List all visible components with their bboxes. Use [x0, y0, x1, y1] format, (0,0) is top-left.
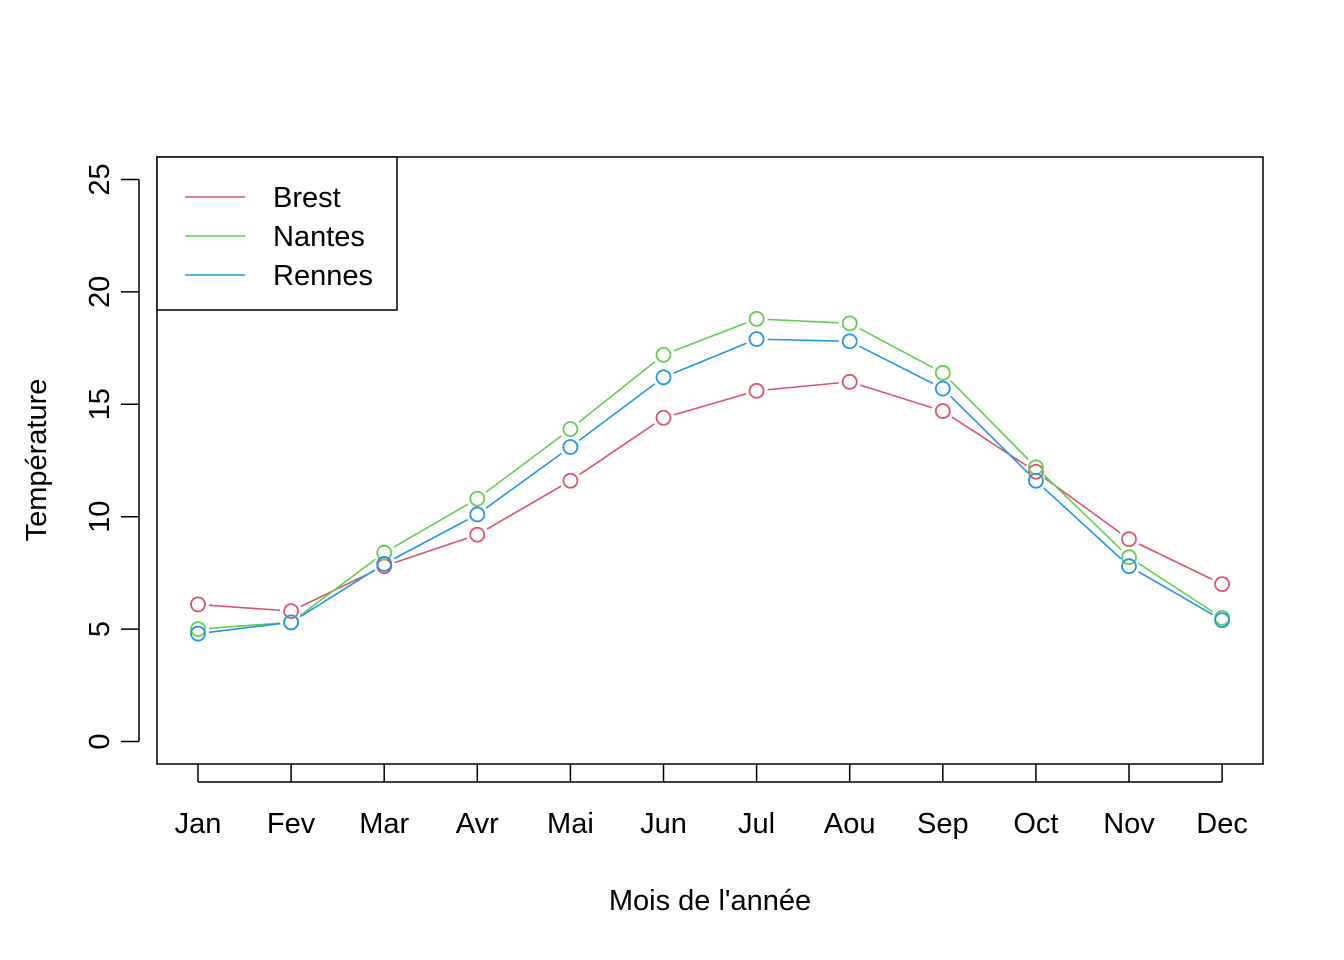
data-point — [562, 439, 579, 455]
data-point — [748, 310, 765, 327]
series-segment — [673, 342, 747, 374]
series-segment — [1043, 474, 1122, 551]
x-axis: Jan Fev Mar Avr Mai Jun Jul Aou Sep Oct Nov Dec — [175, 764, 1248, 840]
data-point — [190, 621, 206, 638]
series-segment — [486, 485, 562, 530]
data-point — [748, 331, 765, 348]
data-point — [655, 409, 672, 426]
series-segment — [485, 434, 563, 493]
x-tick-label: Fev — [267, 808, 316, 840]
data-point — [841, 315, 858, 332]
series-segment — [1137, 562, 1214, 613]
series-layer — [190, 310, 1230, 642]
data-point — [1028, 472, 1044, 489]
series-segment — [393, 503, 469, 548]
data-point — [1121, 558, 1137, 575]
y-axis: 0 5 10 15 20 25 — [84, 163, 140, 750]
y-tick-label: 10 — [84, 501, 116, 533]
x-tick-label: Jun — [640, 808, 687, 840]
x-tick-label: Oct — [1013, 808, 1058, 840]
data-point — [190, 596, 206, 613]
legend-item-nantes: Nantes — [185, 221, 365, 253]
y-tick-label: 0 — [84, 733, 116, 749]
data-point — [562, 421, 579, 437]
data-point — [190, 625, 206, 642]
series-segment — [299, 558, 376, 617]
series-segment — [299, 569, 376, 618]
data-point — [748, 382, 765, 399]
data-point — [841, 333, 858, 350]
series-segment — [673, 393, 747, 416]
series-segment — [673, 322, 747, 352]
data-point — [283, 603, 300, 620]
x-tick-label: Sep — [917, 808, 969, 840]
legend-label: Nantes — [273, 221, 365, 253]
data-point — [1214, 576, 1230, 593]
x-tick-label: Nov — [1103, 808, 1155, 840]
data-point — [934, 380, 951, 397]
y-tick-label: 5 — [84, 621, 116, 637]
y-axis-title: Température — [21, 379, 53, 542]
data-point — [934, 364, 951, 381]
series-segment — [767, 338, 839, 342]
series-rennes — [190, 331, 1230, 642]
plot-box — [156, 156, 1264, 765]
y-tick-label: 15 — [84, 388, 116, 420]
series-segment — [859, 327, 934, 369]
series-segment — [578, 361, 656, 423]
series-segment — [579, 423, 655, 476]
legend: Brest Nantes Rennes — [156, 156, 398, 311]
x-tick-label: Mar — [359, 808, 409, 840]
legend-box — [156, 156, 398, 311]
data-point — [469, 490, 486, 507]
data-point — [469, 506, 486, 523]
series-segment — [950, 395, 1029, 474]
series-segment — [300, 570, 375, 608]
series-segment — [949, 380, 1029, 460]
data-point — [841, 373, 858, 390]
data-point — [655, 369, 672, 386]
data-point — [1214, 612, 1230, 629]
y-tick-label: 25 — [84, 163, 116, 195]
legend-label: Rennes — [273, 260, 373, 292]
x-tick-label: Aou — [824, 808, 876, 840]
data-point — [1028, 463, 1044, 480]
series-segment — [208, 622, 281, 634]
series-segment — [394, 537, 468, 564]
series-segment — [208, 604, 281, 612]
series-segment — [208, 622, 281, 630]
data-point — [1121, 531, 1137, 548]
legend-item-brest: Brest — [185, 182, 341, 214]
series-segment — [1043, 487, 1122, 560]
data-point — [469, 526, 486, 543]
x-tick-label: Dec — [1196, 808, 1248, 840]
x-tick-label: Mai — [547, 808, 594, 840]
data-point — [376, 544, 393, 561]
series-segment — [767, 318, 839, 324]
data-point — [562, 472, 579, 489]
data-point — [376, 556, 393, 572]
data-point — [934, 403, 951, 419]
series-segment — [393, 518, 468, 560]
data-point — [1121, 549, 1137, 566]
data-point — [655, 346, 672, 363]
data-point — [283, 614, 300, 631]
series-segment — [859, 345, 934, 385]
series-segment — [951, 416, 1028, 467]
x-axis-title: Mois de l'année — [609, 885, 811, 917]
legend-label: Brest — [273, 182, 341, 214]
series-segment — [767, 382, 839, 391]
series-segment — [859, 384, 933, 409]
x-tick-label: Avr — [456, 808, 499, 840]
series-segment — [1138, 543, 1213, 581]
legend-item-rennes: Rennes — [185, 260, 373, 292]
series-segment — [1138, 570, 1213, 616]
x-tick-label: Jan — [175, 808, 222, 840]
x-tick-label: Jul — [738, 808, 775, 840]
y-tick-label: 20 — [84, 276, 116, 308]
series-segment — [485, 452, 562, 509]
series-segment — [578, 383, 656, 442]
